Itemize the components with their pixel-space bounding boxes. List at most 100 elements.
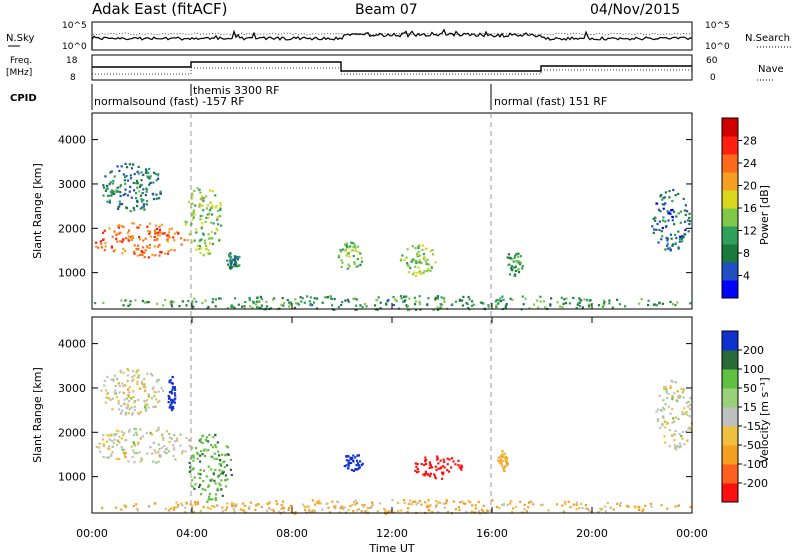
data-cell [99, 240, 102, 243]
data-cell [137, 441, 140, 444]
data-cell [203, 469, 206, 472]
data-cell [516, 255, 520, 258]
y-tick-label: 4000 [58, 338, 86, 351]
data-cell [661, 198, 664, 201]
data-cell [670, 237, 673, 240]
data-cell [134, 299, 137, 302]
data-cell [427, 263, 430, 266]
data-cell [135, 197, 138, 200]
data-cell [289, 504, 293, 507]
colorbar-tick-label: 24 [743, 157, 757, 170]
data-cell [667, 392, 670, 396]
data-cell [199, 218, 202, 221]
data-cell [124, 237, 127, 240]
data-cell [495, 304, 498, 307]
data-cell [111, 440, 114, 443]
data-cell [303, 301, 306, 304]
data-cell [184, 506, 187, 509]
data-cell [180, 243, 183, 246]
colorbar-swatch [722, 331, 738, 351]
data-cell [497, 299, 500, 302]
data-cell [441, 472, 444, 475]
data-cell [128, 190, 131, 193]
data-cell [102, 186, 106, 189]
data-cell [331, 500, 334, 503]
data-cell [228, 260, 231, 263]
data-cell [260, 304, 263, 307]
data-cell [659, 195, 662, 198]
time-axis: 00:00 04:00 08:00 12:00 16:00 20:00 00:00 [76, 303, 708, 540]
data-cell [174, 506, 177, 509]
data-cell [193, 189, 196, 192]
data-cell [170, 401, 173, 404]
data-cell [356, 257, 359, 261]
data-cell [215, 205, 218, 208]
data-cell [216, 216, 219, 219]
data-cell [402, 300, 405, 303]
data-cell [230, 501, 233, 504]
data-cell [134, 431, 137, 434]
data-cell [357, 464, 360, 467]
data-cell [514, 269, 517, 273]
data-cell [422, 473, 425, 476]
data-cell [464, 502, 467, 505]
data-cell [647, 299, 650, 302]
data-cell [199, 473, 202, 476]
data-cell [575, 508, 578, 511]
data-cell [343, 506, 346, 509]
data-cell [133, 444, 136, 447]
data-cell [663, 386, 666, 389]
data-cell [671, 434, 674, 437]
data-cell [345, 464, 348, 467]
data-cell [471, 504, 474, 507]
data-cell [123, 504, 126, 507]
data-cell [149, 230, 152, 233]
data-cell [215, 227, 218, 230]
data-cell [106, 434, 109, 437]
data-cell [681, 391, 684, 394]
data-cell [118, 408, 121, 411]
data-cell [97, 246, 100, 249]
data-cell [118, 384, 121, 388]
data-cell [128, 428, 131, 431]
data-cell [199, 438, 202, 441]
data-cell [119, 194, 122, 198]
data-cell [214, 434, 217, 437]
y-tick-label: 1000 [58, 267, 86, 280]
data-cell [655, 304, 658, 307]
data-cell [675, 215, 678, 218]
data-cell [168, 381, 171, 384]
data-cell [671, 396, 674, 399]
data-cell [333, 298, 336, 301]
data-cell [679, 235, 682, 238]
data-cell [450, 466, 453, 469]
colorbar-swatch [722, 262, 738, 281]
data-cell [340, 265, 343, 268]
data-cell [170, 305, 174, 308]
data-cell [127, 239, 130, 242]
data-cell [674, 233, 677, 236]
data-cell [302, 503, 305, 506]
data-cell [131, 412, 134, 415]
data-cell [563, 298, 566, 301]
data-cell [560, 296, 563, 299]
data-cell [226, 259, 229, 262]
colorbar-tick-label: 28 [743, 135, 757, 148]
data-cell [608, 302, 611, 305]
data-cell [602, 303, 605, 307]
data-cell [216, 487, 219, 490]
data-cell [686, 219, 690, 222]
data-cell [123, 432, 126, 435]
data-cell [597, 510, 600, 513]
data-cell [683, 412, 686, 415]
data-cell [132, 206, 135, 210]
data-cell [103, 249, 106, 252]
data-cell [191, 307, 194, 310]
data-cell [159, 192, 162, 195]
data-cell [549, 303, 552, 306]
data-cell [660, 238, 663, 241]
data-cell [230, 474, 233, 477]
data-cell [413, 271, 416, 274]
data-cell [432, 308, 435, 311]
